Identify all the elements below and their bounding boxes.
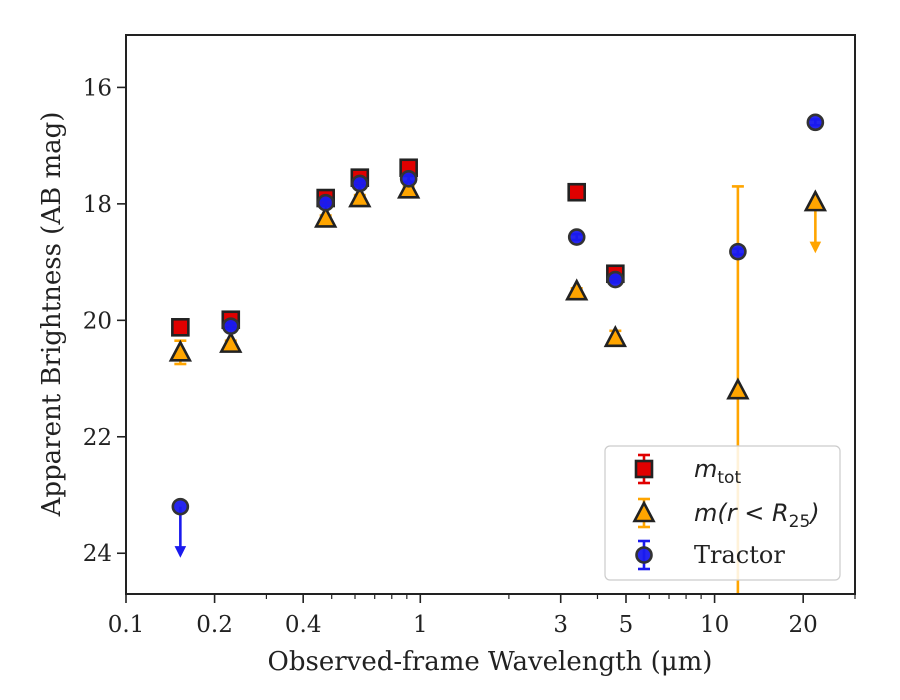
data-point [803, 189, 828, 212]
y-tick-label: 20 [83, 308, 112, 334]
legend-label: mtot [694, 455, 741, 488]
legend-label-sub: 25 [789, 512, 811, 532]
data-point [606, 270, 625, 289]
legend: mtot m(r < R25) Tractor [604, 445, 841, 581]
legend-label-sub: tot [717, 468, 741, 488]
data-point [168, 339, 193, 362]
x-tick-label: 0.2 [196, 612, 233, 638]
legend-marker [634, 459, 654, 479]
data-point [565, 278, 589, 301]
x-tick-label: 0.1 [108, 612, 145, 638]
x-tick-label: 20 [789, 612, 818, 638]
data-point [806, 113, 825, 132]
legend-label: m(r < R25) [694, 499, 820, 532]
y-axis: 16 18 20 22 24 [83, 75, 126, 567]
y-tick-label: 18 [83, 192, 112, 218]
data-point [348, 185, 372, 208]
legend-box [604, 445, 841, 581]
y-tick-label: 16 [83, 75, 112, 101]
plot-frame [125, 34, 856, 595]
data-point [567, 182, 587, 202]
y-tick-label: 24 [83, 541, 112, 567]
legend-marker [632, 500, 656, 523]
legend-label-tail: ) [808, 499, 819, 527]
x-tick-label: 0.4 [285, 612, 322, 638]
x-tick-label: 1 [413, 612, 428, 638]
data-point [567, 228, 586, 246]
data-point [171, 497, 190, 516]
legend-label-main: m(r < R [694, 499, 789, 527]
data-point [316, 193, 335, 212]
series-2 [171, 113, 825, 558]
data-point [729, 242, 747, 261]
data-point [397, 176, 421, 199]
data-point [603, 325, 627, 348]
upper-limit-arrowhead [809, 241, 822, 254]
data-point [314, 205, 338, 228]
legend-marker [635, 546, 653, 564]
x-axis: 0.1 0.2 0.4 1 3 5 10 20 [108, 594, 856, 638]
data-point [221, 317, 240, 335]
data-point [351, 174, 369, 193]
legend-label-main: m [694, 455, 717, 483]
upper-limit-arrowhead [174, 546, 187, 558]
data-point [726, 377, 750, 400]
y-axis-label: Apparent Brightness (AB mag) [37, 112, 67, 518]
legend-label: Tractor [694, 541, 785, 569]
x-tick-label: 3 [553, 612, 568, 638]
data-point [399, 170, 418, 188]
plot-marks [168, 113, 828, 594]
x-axis-label: Observed-frame Wavelength (μm) [268, 647, 713, 677]
x-tick-label: 10 [700, 612, 729, 638]
y-tick-label: 22 [83, 425, 112, 451]
x-tick-label: 5 [619, 612, 634, 638]
data-point [171, 318, 190, 337]
data-point [219, 330, 243, 353]
